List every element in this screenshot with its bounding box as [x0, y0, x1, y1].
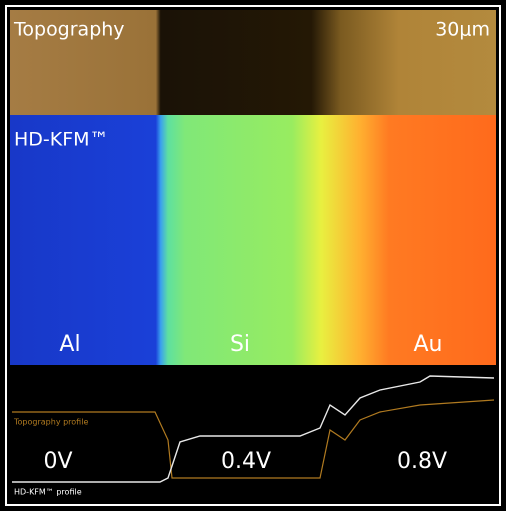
- kfm-profile-label: HD-KFM™ profile: [14, 488, 82, 497]
- topography-title: Topography: [13, 19, 125, 41]
- topography-image: [10, 10, 496, 115]
- kfm-image: [10, 115, 496, 365]
- topography-profile-line: [12, 399, 495, 479]
- topography-profile-label: Topography profile: [13, 418, 88, 427]
- inner-border: [5, 5, 501, 506]
- kfm-profile-line: [12, 375, 495, 483]
- voltage-label: 0.8V: [397, 449, 447, 474]
- region-label: Au: [414, 332, 443, 357]
- profile-panel: [10, 365, 496, 500]
- kfm-title: HD-KFM™: [14, 129, 109, 151]
- region-label: Al: [59, 332, 80, 357]
- voltage-label: 0.4V: [221, 449, 271, 474]
- region-label: Si: [230, 332, 250, 357]
- scale-label: 30μm: [435, 19, 490, 41]
- voltage-label: 0V: [43, 449, 72, 474]
